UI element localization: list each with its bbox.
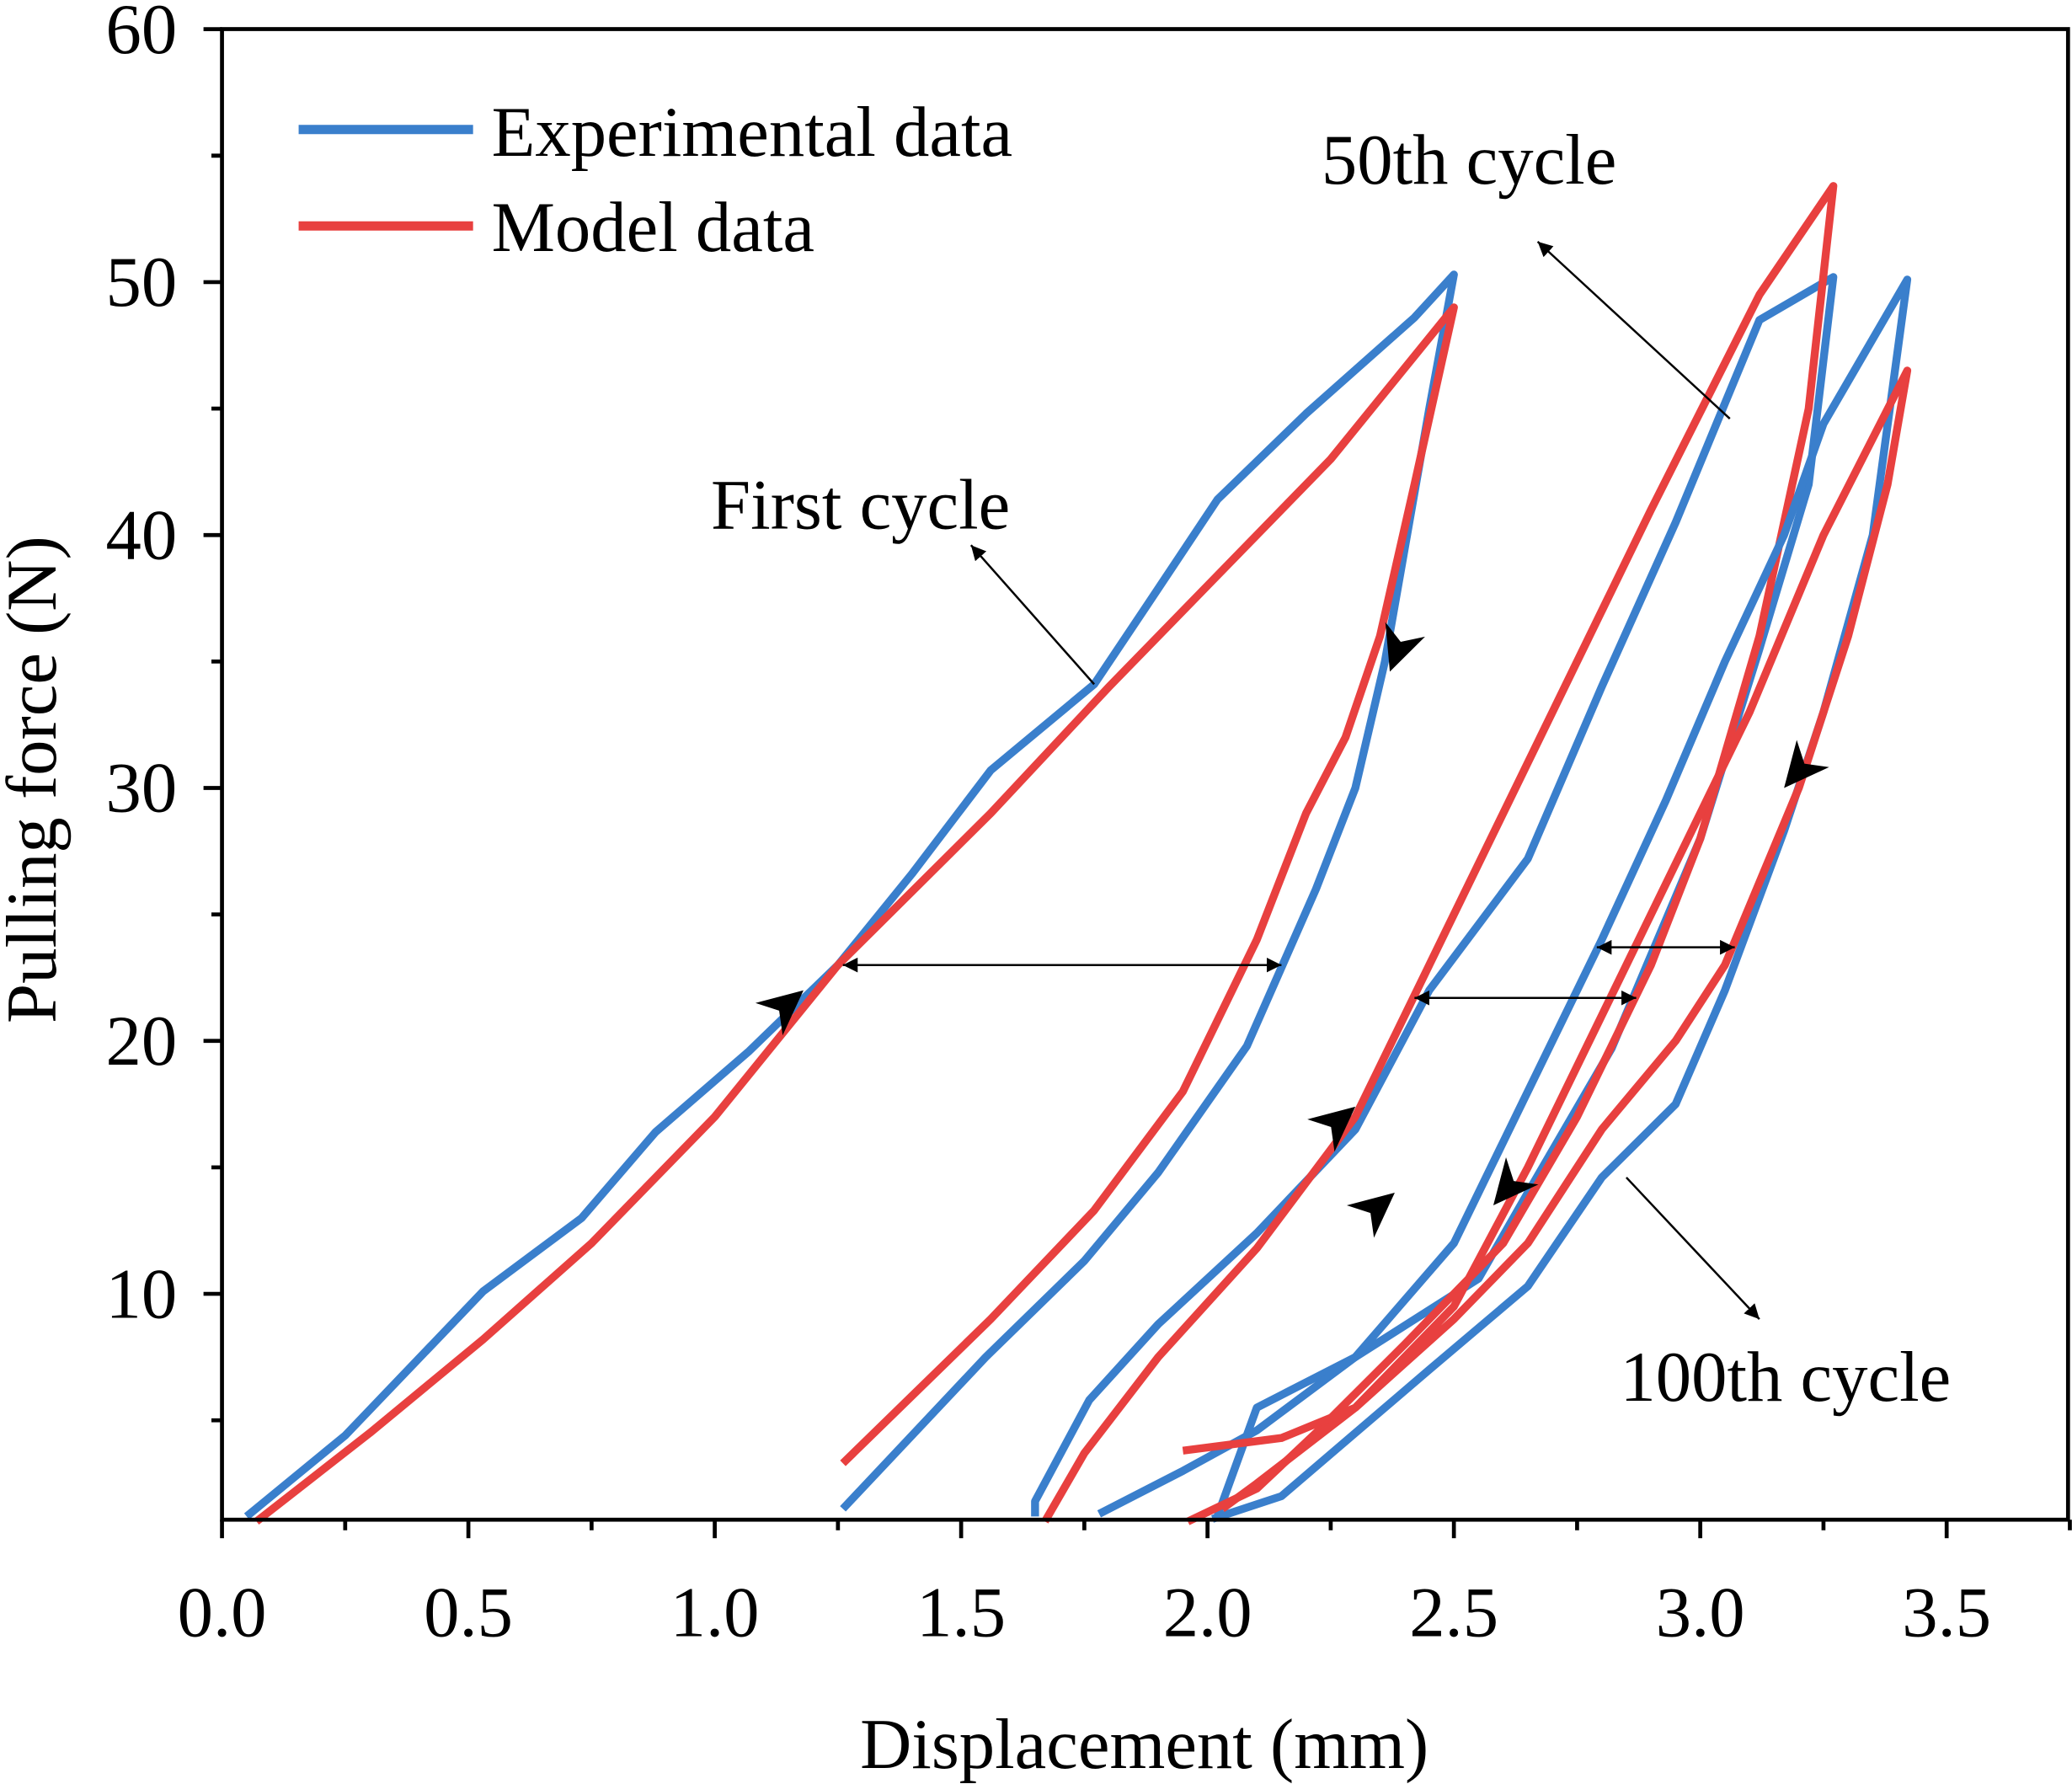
x-axis-label: Displacement (mm) [860,1706,1429,1784]
y-axis-label: Pulling force (N) [0,536,72,1023]
annotation-100th-cycle: 100th cycle [1620,1338,1951,1417]
plot-frame [220,27,2070,1522]
series-line-experimental-4 [1097,275,1912,1523]
direction-arrowhead [755,990,804,1036]
x-tick-label: 1.5 [916,1573,1006,1652]
y-tick-label: 60 [106,0,178,69]
legend-label-model: Model data [492,189,814,267]
annotation-first-cycle: First cycle [711,467,1010,545]
y-tick-label: 20 [106,1002,178,1081]
series-line-model-1 [254,303,1458,1525]
annotation-layer [755,240,1829,1320]
annotation-50th-cycle: 50th cycle [1322,121,1616,200]
direction-arrowhead [1784,740,1829,788]
x-tick-label: 3.0 [1656,1573,1745,1652]
x-tick-label: 2.0 [1163,1573,1252,1652]
first-cycle-pointer [969,544,1096,686]
x-tick-label: 0.5 [424,1573,513,1652]
direction-arrowhead [1307,1106,1356,1152]
y-tick-label: 50 [106,243,178,322]
series-layer [243,182,1912,1525]
x-tick-label: 0.0 [178,1573,267,1652]
legend: Experimental data Model data [298,93,1013,267]
series-line-experimental-0 [243,270,1458,1520]
y-tick-label: 40 [106,496,178,574]
x-tick-label: 3.5 [1902,1573,1991,1652]
100th-cycle-pointer [1626,1177,1760,1320]
y-tick-label: 10 [106,1255,178,1333]
ticks-layer: 0.0 0.5 1.0 1.5 2.0 2.5 3.0 3.5 10 20 30 40 50 60 [106,0,2072,1652]
series-line-model-5 [1182,366,1912,1513]
x-tick-label: 2.5 [1409,1573,1498,1652]
legend-label-experimental: Experimental data [492,93,1013,172]
x-tick-label: 1.0 [670,1573,760,1652]
series-line-model-3 [1041,182,1838,1525]
direction-arrowhead [1493,1156,1539,1205]
y-tick-label: 30 [106,750,178,828]
direction-arrowhead [1346,1192,1395,1238]
direction-arrowhead [1385,622,1425,672]
50th-cycle-pointer [1536,240,1731,420]
